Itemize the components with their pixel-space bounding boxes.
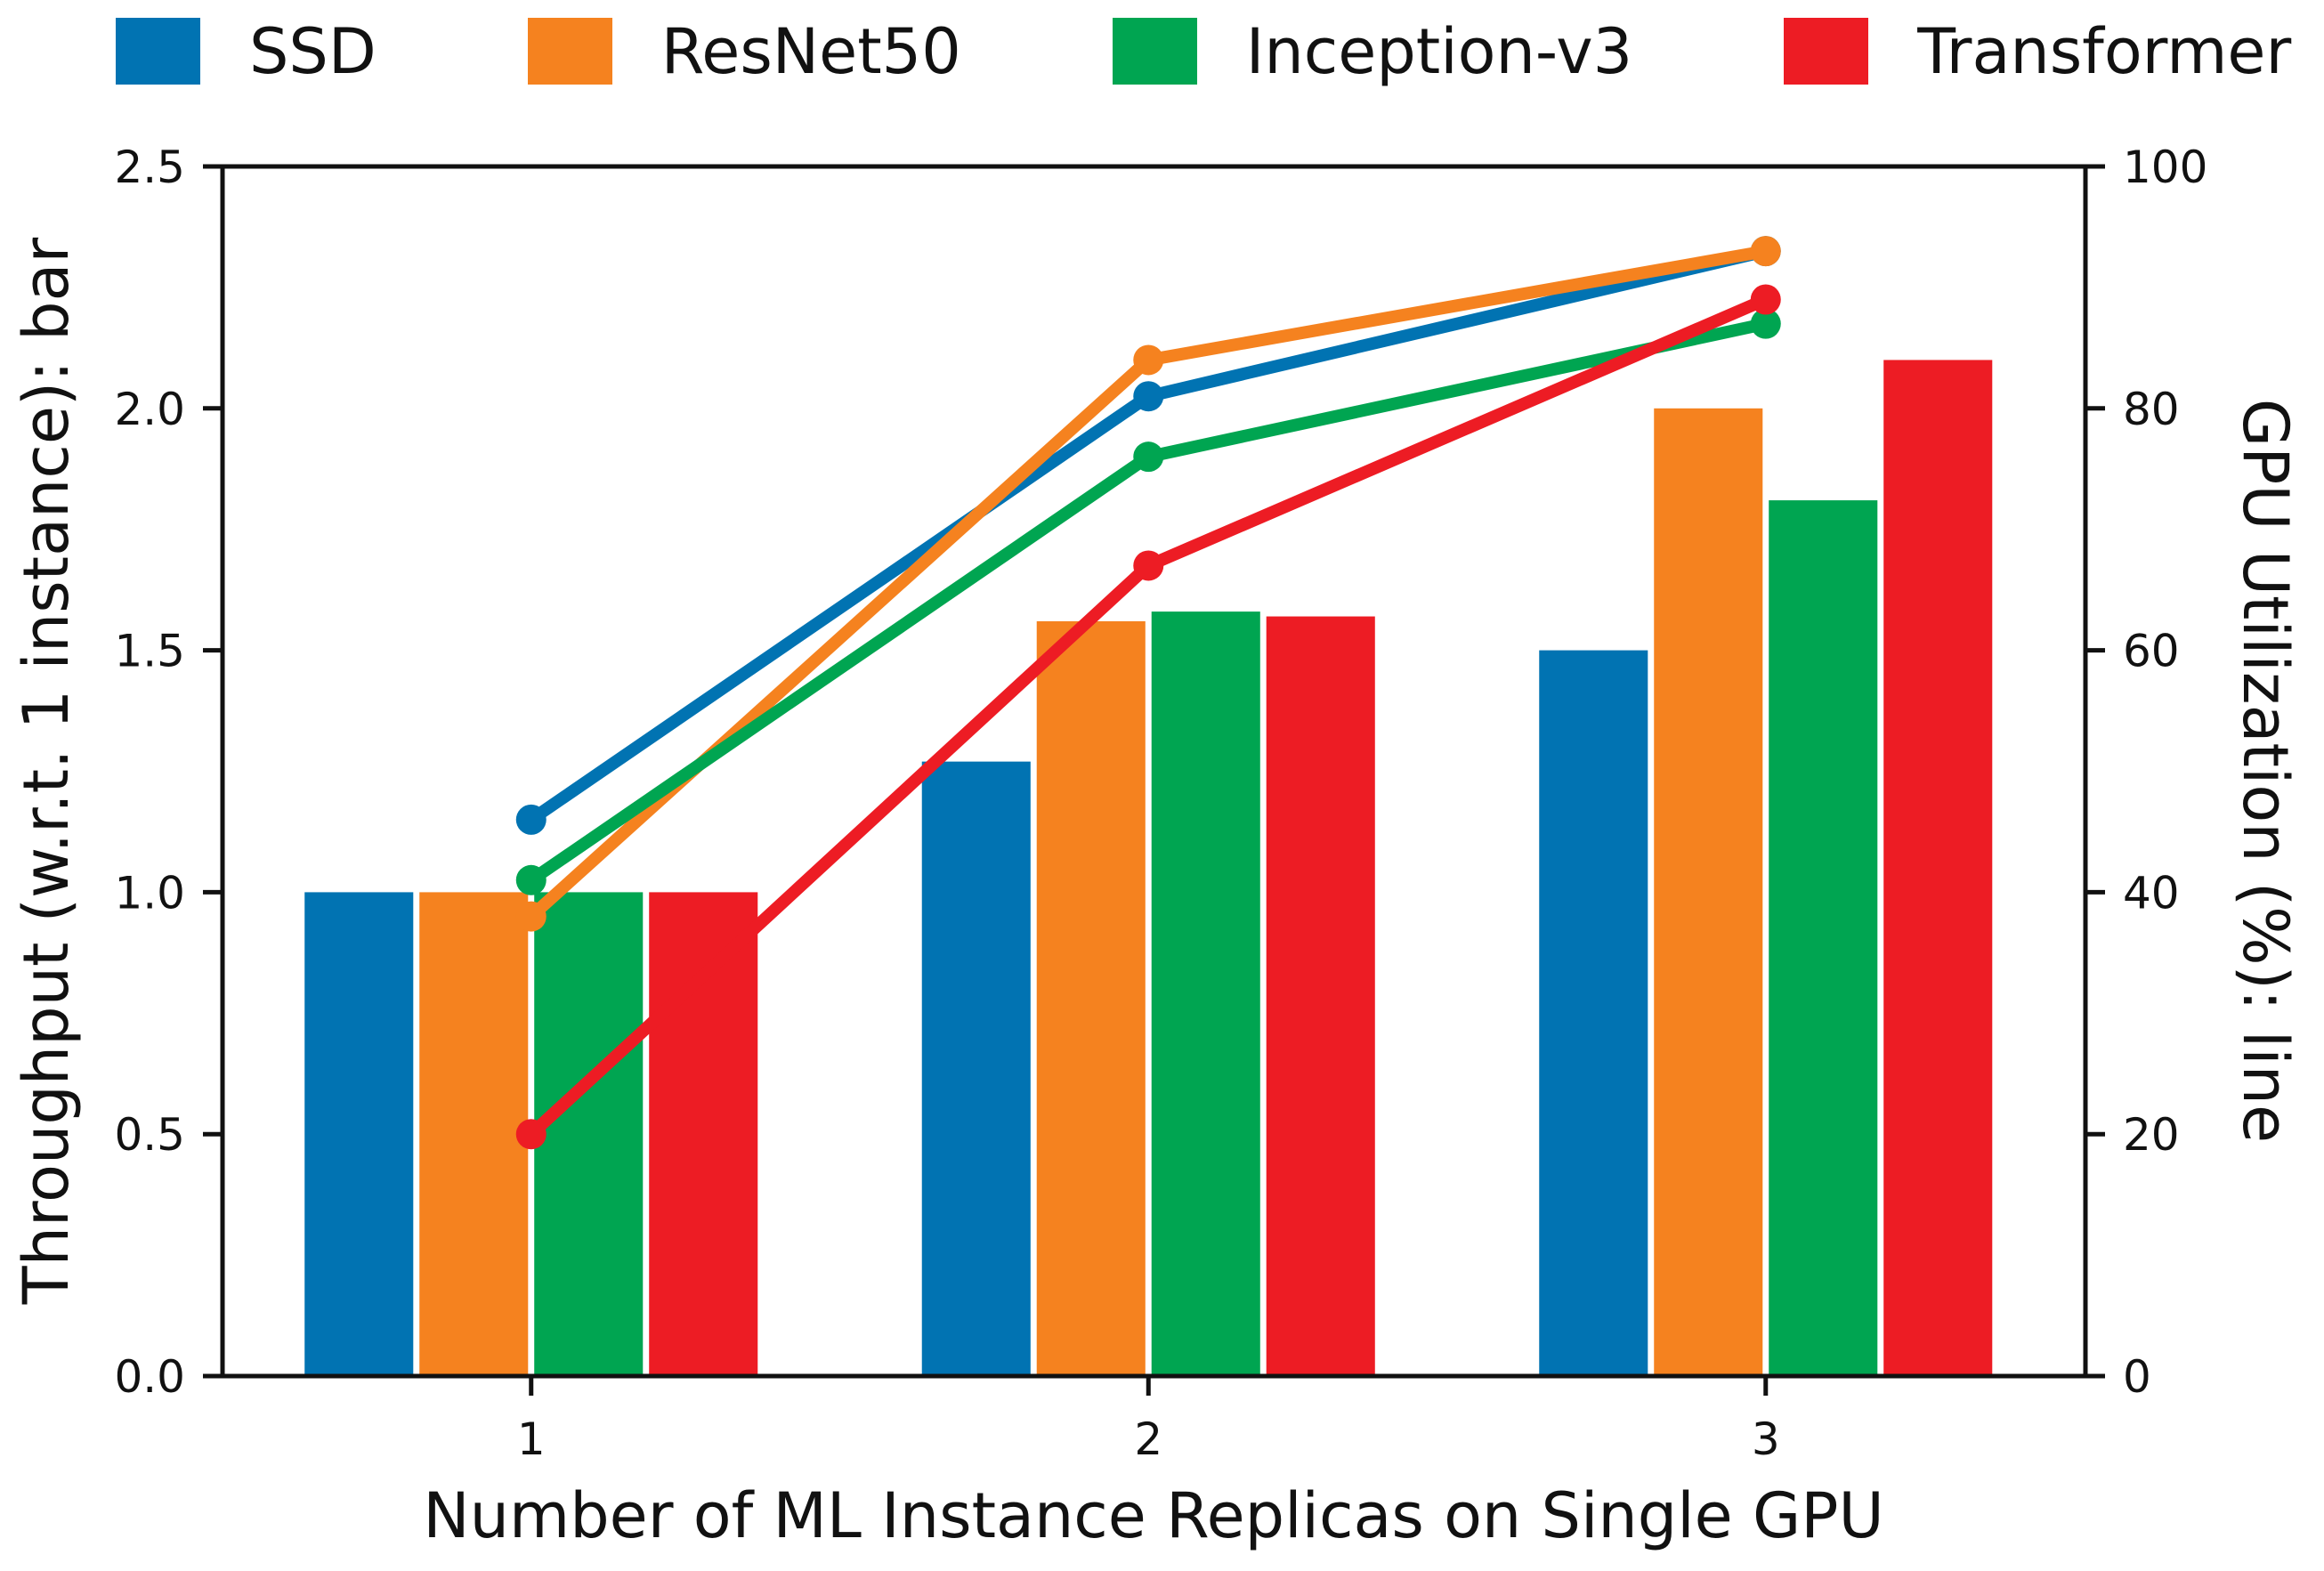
ytick-right-label-80: 80	[2123, 384, 2180, 435]
marker-resnet50-x3	[1750, 236, 1781, 267]
bar-ssd-x3	[1539, 650, 1648, 1376]
ytick-left-label-1.5: 1.5	[114, 626, 185, 677]
marker-transformer-x1	[515, 1119, 547, 1150]
bar-ssd-x1	[304, 892, 414, 1376]
marker-ssd-x2	[1133, 381, 1164, 412]
ytick-right-label-100: 100	[2123, 142, 2207, 193]
legend: SSD ResNet50 Inception-v3 Transformer	[116, 18, 2291, 85]
xtick-label-2: 2	[1134, 1413, 1162, 1465]
legend-swatch-inception-v3-icon	[1112, 18, 1197, 85]
legend-label-ssd: SSD	[249, 14, 377, 88]
ytick-left-label-2.5: 2.5	[114, 142, 185, 193]
marker-inception-v3-x2	[1133, 441, 1164, 473]
legend-item-resnet50: ResNet50	[527, 14, 961, 88]
ytick-left-label-0.0: 0.0	[114, 1351, 185, 1403]
legend-item-transformer: Transformer	[1784, 18, 2291, 85]
ytick-right-label-40: 40	[2123, 867, 2180, 919]
legend-swatch-ssd-icon	[116, 18, 200, 85]
marker-inception-v3-x3	[1750, 308, 1781, 339]
bar-resnet50-x2	[1036, 620, 1146, 1376]
legend-label-transformer: Transformer	[1917, 14, 2292, 88]
marker-resnet50-x2	[1133, 344, 1164, 376]
bar-inception-v3-x1	[534, 892, 644, 1376]
bar-ssd-x2	[921, 761, 1031, 1376]
ytick-left-label-1.0: 1.0	[114, 867, 185, 919]
legend-label-inception-v3: Inception-v3	[1245, 14, 1633, 88]
legend-swatch-resnet50-icon	[527, 18, 612, 85]
ytick-right-label-20: 20	[2123, 1109, 2180, 1161]
marker-transformer-x2	[1133, 550, 1164, 581]
ytick-right-label-0: 0	[2123, 1351, 2151, 1403]
xtick-label-3: 3	[1752, 1413, 1780, 1465]
legend-swatch-transformer-icon	[1784, 18, 1869, 85]
bar-resnet50-x3	[1654, 408, 1763, 1376]
axes-spines	[220, 164, 2088, 1379]
marker-resnet50-x1	[515, 901, 547, 932]
legend-label-resnet50: ResNet50	[660, 14, 961, 88]
bar-transformer-x2	[1266, 616, 1375, 1376]
x-axis-label: Number of ML Instance Replicas on Single…	[423, 1479, 1884, 1552]
ytick-right-label-60: 60	[2123, 626, 2180, 677]
ytick-left-label-0.5: 0.5	[114, 1109, 185, 1161]
legend-item-inception-v3: Inception-v3	[1112, 14, 1633, 88]
marker-transformer-x3	[1750, 284, 1781, 315]
bar-inception-v3-x3	[1769, 500, 1878, 1376]
legend-item-ssd: SSD	[116, 18, 377, 85]
bar-resnet50-x1	[419, 892, 529, 1376]
bar-inception-v3-x2	[1151, 611, 1260, 1376]
marker-inception-v3-x1	[515, 864, 547, 895]
ytick-left-label-2.0: 2.0	[114, 384, 185, 435]
marker-ssd-x1	[515, 804, 547, 835]
bar-transformer-x3	[1883, 360, 1993, 1377]
bar-transformer-x1	[649, 892, 758, 1376]
xtick-label-1: 1	[517, 1413, 546, 1465]
